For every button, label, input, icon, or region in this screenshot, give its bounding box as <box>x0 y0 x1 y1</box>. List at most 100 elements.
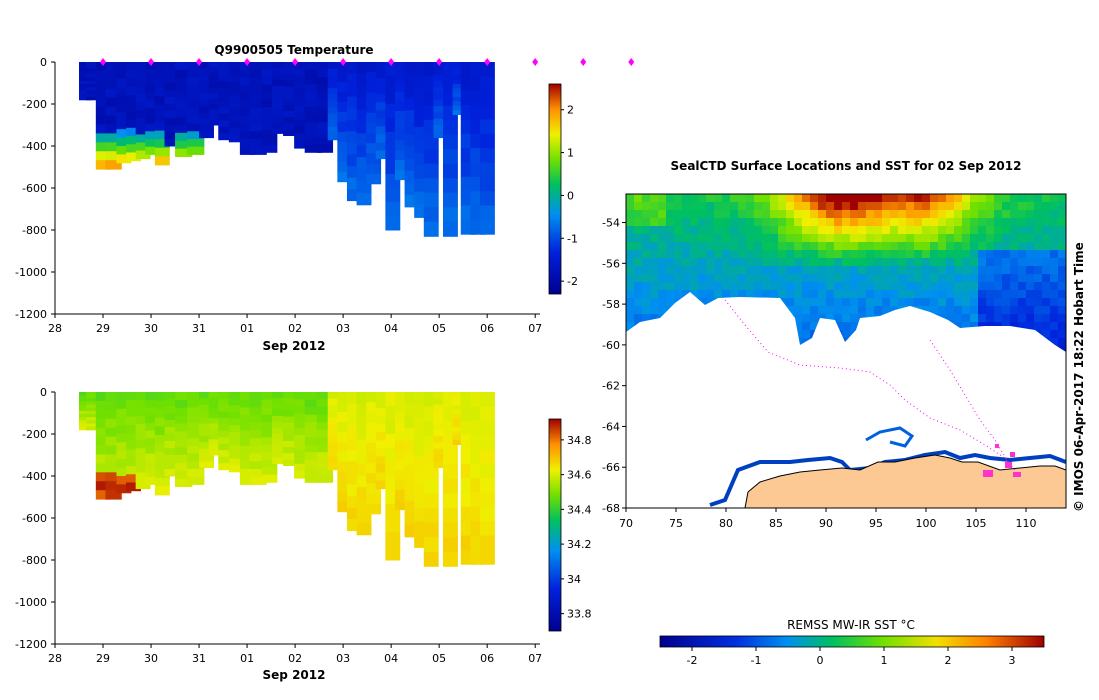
section-cell <box>95 62 111 72</box>
section-cell <box>239 422 255 431</box>
sst-cell <box>890 218 899 227</box>
x-tick-label: 31 <box>192 322 206 335</box>
section-cell <box>228 405 246 413</box>
sst-cell <box>890 194 899 203</box>
temperature-title: Q9900505 Temperature <box>214 43 373 57</box>
section-cell <box>199 74 214 82</box>
section-cell <box>394 130 410 141</box>
section-cell <box>366 422 382 434</box>
sst-cell <box>714 226 723 235</box>
sst-cell <box>634 274 643 283</box>
sst-cell <box>802 274 811 283</box>
section-cell <box>452 110 467 115</box>
sst-cell <box>826 290 835 299</box>
section-cell <box>249 476 267 485</box>
sst-cell <box>626 314 635 323</box>
sst-colorbar-tick-label: 1 <box>881 654 888 667</box>
sst-cell <box>986 194 995 203</box>
sst-cell <box>690 218 699 227</box>
sst-cell <box>818 250 827 259</box>
section-cell <box>479 133 495 149</box>
seal-surface-locations <box>983 444 1021 477</box>
section-cell <box>126 449 141 459</box>
sst-cell <box>898 210 907 219</box>
sst-cell <box>778 210 787 219</box>
sst-cell <box>906 290 915 299</box>
sst-cell <box>802 298 811 307</box>
section-cell <box>327 81 343 89</box>
section-cell <box>164 69 181 77</box>
sst-cell <box>874 290 883 299</box>
section-cell <box>433 448 449 456</box>
sst-cell <box>874 194 883 203</box>
sst-cell <box>898 282 907 291</box>
sst-cell <box>1058 290 1066 299</box>
sst-cell <box>714 266 723 275</box>
section-cell <box>116 120 132 130</box>
sst-cell <box>938 274 947 283</box>
section-cell <box>316 392 334 401</box>
section-cell <box>304 399 323 408</box>
section-cell <box>283 98 300 106</box>
section-cell <box>316 122 334 131</box>
sst-cell <box>746 282 755 291</box>
sst-cell <box>1058 274 1066 283</box>
sst-cell <box>914 290 923 299</box>
section-cell <box>86 68 102 72</box>
section-cell <box>175 392 193 401</box>
sst-cell <box>658 266 667 275</box>
sst-cell <box>938 202 947 211</box>
section-cell <box>95 445 111 455</box>
section-cell <box>433 62 449 69</box>
sst-cell <box>1034 250 1043 259</box>
section-cell <box>135 142 151 152</box>
sst-cell <box>994 202 1003 211</box>
sst-cell <box>1034 298 1043 307</box>
sst-cell <box>682 218 691 227</box>
sst-cell <box>714 202 723 211</box>
section-cell <box>394 499 410 511</box>
sst-cell <box>946 218 955 227</box>
sst-cell <box>634 258 643 267</box>
section-cell <box>272 457 289 464</box>
sst-cell <box>810 226 819 235</box>
sst-cell <box>794 266 803 275</box>
section-cell <box>479 191 495 206</box>
section-cell <box>175 62 193 71</box>
sst-cell <box>962 282 971 291</box>
sst-cell <box>890 250 899 259</box>
sst-cell <box>898 298 907 307</box>
sst-cell <box>1042 282 1051 291</box>
section-cell <box>316 437 334 446</box>
sst-cell <box>922 298 931 307</box>
sst-cell <box>810 298 819 307</box>
section-cell <box>327 133 343 141</box>
sst-cell <box>1050 202 1059 211</box>
section-cell <box>433 80 449 88</box>
section-cell <box>394 490 410 501</box>
map-y-ticks: -54-56-58-60-62-64-66-68 <box>602 217 626 515</box>
section-cell <box>261 137 278 146</box>
sst-cell <box>978 266 987 275</box>
sst-cell <box>906 274 915 283</box>
sst-cell <box>722 250 731 259</box>
sst-cell <box>970 322 979 331</box>
section-cell <box>187 115 205 125</box>
section-cell <box>95 392 111 402</box>
sst-cell <box>898 258 907 267</box>
sst-cell <box>906 202 915 211</box>
section-cell <box>228 425 246 433</box>
sst-cell <box>930 218 939 227</box>
sst-cell <box>778 274 787 283</box>
section-cell <box>366 463 382 474</box>
temperature-panel: Q9900505 Temperature 0-200-400-600-800-1… <box>15 43 635 353</box>
sst-cell <box>706 202 715 211</box>
sst-cell <box>922 282 931 291</box>
sst-cell <box>730 234 739 243</box>
sst-cell <box>850 210 859 219</box>
section-cell <box>423 134 439 150</box>
section-cell <box>283 441 300 448</box>
sst-cell <box>714 274 723 283</box>
sst-cell <box>650 242 659 251</box>
